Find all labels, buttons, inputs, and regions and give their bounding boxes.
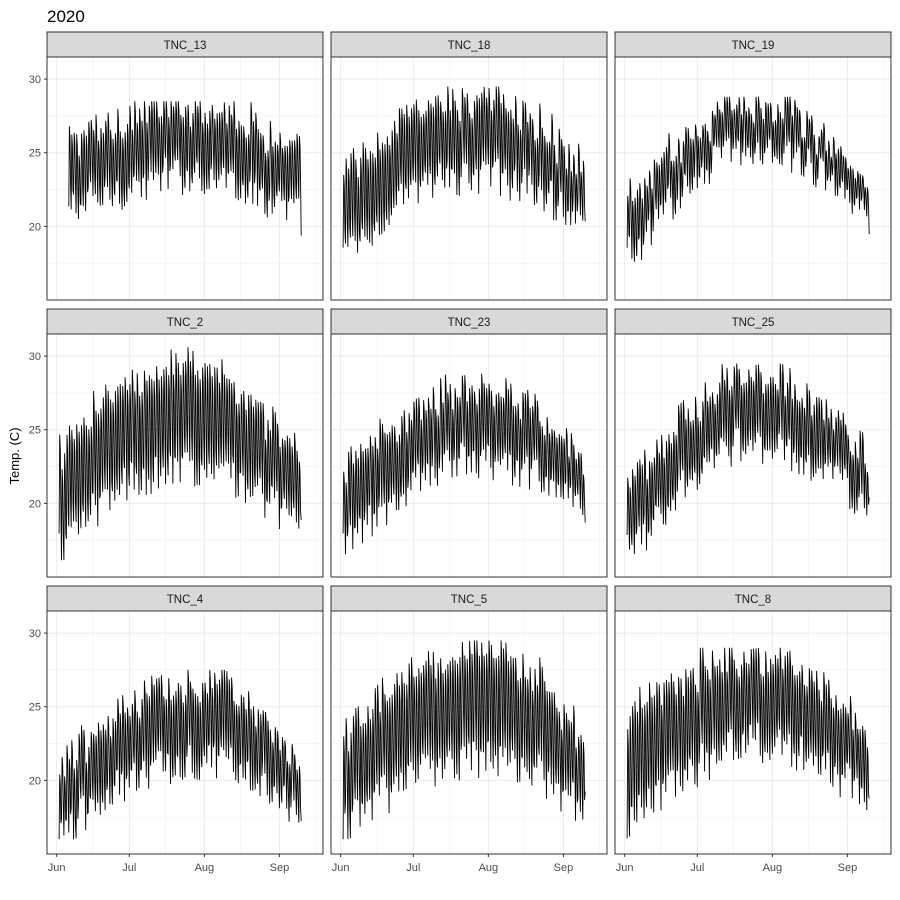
x-tick-label: Jul [690,862,704,874]
y-axis-label: Temp. (C) [7,427,22,484]
facet-strip-label: TNC_23 [448,317,491,329]
facet-strip [46,585,324,612]
facet-strip [330,585,608,612]
x-tick-label: Jun [332,862,350,874]
facet-strip [614,31,892,58]
facet-strip-label: TNC_13 [164,40,207,52]
y-tick-label: 20 [29,498,41,510]
x-tick-label: Sep [838,862,858,874]
x-tick-label: Jul [122,862,136,874]
facet-strip-label: TNC_18 [448,40,491,52]
x-tick-label: Aug [479,862,499,874]
facet-panel-tnc-25: TNC_25 [614,308,892,578]
facet-panel-tnc-5: TNC_5 Jun Jul Aug Sep [330,585,608,874]
facet-strip [46,31,324,58]
chart-title: 2020 [47,7,85,26]
temperature-series-line [626,96,870,262]
y-tick-label: 20 [29,221,41,233]
y-tick-label: 25 [29,702,41,714]
x-tick-label: Jun [48,862,66,874]
facet-strip [614,308,892,335]
temperature-series-line [68,101,302,236]
temperature-series-line [58,347,302,561]
facet-strip [330,308,608,335]
facet-panel-tnc-4: TNC_4 20 25 30 Jun Jul Aug Sep [29,585,324,874]
panel-border [614,333,892,578]
temperature-series-line [342,373,586,555]
facet-panel-tnc-23: TNC_23 [330,308,608,578]
temperature-series-line [626,647,870,839]
y-tick-label: 30 [29,351,41,363]
facet-panel-tnc-19: TNC_19 [614,31,892,301]
temperature-series-line [58,669,302,840]
facet-panel-tnc-8: TNC_8 Jun Jul Aug Sep [614,585,892,874]
facet-strip-label: TNC_2 [167,317,203,329]
y-tick-label: 25 [29,148,41,160]
facet-strip-label: TNC_5 [451,594,487,606]
temperature-series-line [342,640,586,840]
x-tick-label: Sep [270,862,290,874]
facet-strip-label: TNC_4 [167,594,204,606]
panel-border [330,610,608,855]
facet-panel-tnc-2: TNC_2 20 25 30 [29,308,324,578]
facet-strip-label: TNC_8 [735,594,771,606]
panel-border [330,333,608,578]
facet-strip [46,308,324,335]
y-tick-label: 30 [29,628,41,640]
panel-border [46,610,324,855]
temperature-series-line [342,86,586,253]
x-tick-label: Jun [616,862,634,874]
panel-border [614,610,892,855]
panel-border [330,56,608,301]
y-tick-label: 20 [29,775,41,787]
panel-border [46,56,324,301]
facet-strip [614,585,892,612]
y-tick-label: 25 [29,425,41,437]
temperature-series-line [626,363,870,555]
facet-panel-tnc-13: TNC_13 20 25 30 [29,31,324,301]
x-tick-label: Jul [406,862,420,874]
y-tick-label: 30 [29,74,41,86]
facet-strip-label: TNC_19 [732,40,775,52]
panel-border [46,333,324,578]
x-tick-label: Aug [763,862,783,874]
x-tick-label: Aug [195,862,215,874]
facet-strip [330,31,608,58]
facet-strip-label: TNC_25 [732,317,775,329]
facet-panel-tnc-18: TNC_18 [330,31,608,301]
panel-border [614,56,892,301]
x-tick-label: Sep [554,862,574,874]
